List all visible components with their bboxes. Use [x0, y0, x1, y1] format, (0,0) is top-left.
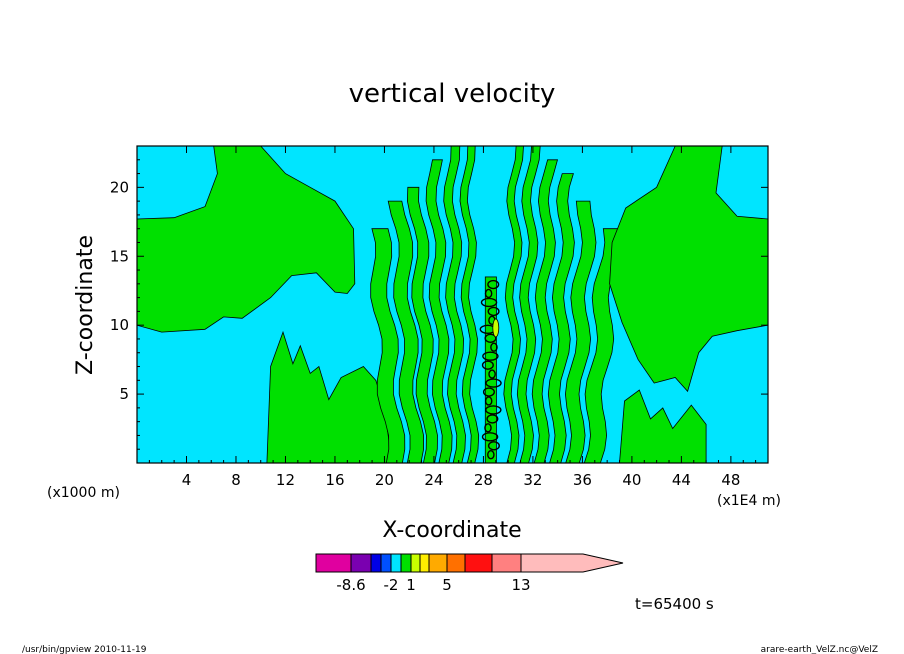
colorbar-bin — [520, 553, 624, 573]
y-tick-label: 15 — [110, 247, 129, 265]
field-streak — [564, 200, 597, 464]
y-tick-label: 10 — [110, 316, 129, 334]
field-core-contour — [488, 369, 496, 379]
x-unit-left: (x1000 m) — [47, 485, 120, 501]
x-tick-label: 48 — [721, 471, 740, 489]
colorbar — [315, 553, 624, 573]
field-region — [619, 389, 707, 464]
colorbar-labels: -8.6 -2 1 5 13 — [336, 576, 530, 594]
plot-frame — [136, 145, 769, 464]
plot-area — [136, 145, 769, 464]
chart-title: vertical velocity — [349, 79, 556, 109]
field-core-contour — [486, 414, 499, 424]
field-core-contour — [484, 423, 492, 433]
y-tick-label: 5 — [119, 385, 129, 403]
field-core-contour — [487, 441, 500, 451]
colorbar-bin — [428, 553, 448, 573]
field-streak — [547, 173, 575, 464]
field-core-contour — [482, 387, 495, 397]
y-axis: 5 10 15 20 — [110, 159, 768, 450]
field-core-contour — [487, 279, 500, 290]
colorbar-bin — [390, 553, 402, 573]
x-axis: 4 8 12 16 20 24 28 32 36 40 44 48 — [148, 146, 757, 489]
field-streak — [387, 200, 424, 464]
colorbar-label: -8.6 — [336, 576, 365, 594]
field-streak — [370, 228, 406, 464]
x-tick-label: 16 — [325, 471, 344, 489]
field-core-contour — [485, 378, 502, 388]
field-streak — [531, 159, 559, 464]
y-axis-label: Z-coordinate — [73, 235, 98, 375]
field-core-contour — [484, 333, 497, 343]
field-core-max — [492, 318, 500, 338]
x-unit-right: (x1E4 m) — [717, 493, 781, 509]
colorbar-label: 5 — [442, 576, 452, 594]
field-core-contour — [487, 306, 500, 317]
time-label: t=65400 s — [635, 595, 714, 613]
x-axis-label: X-coordinate — [382, 518, 521, 543]
footer-right: arare-earth_VelZ.nc@VelZ — [761, 645, 878, 654]
x-tick-label: 32 — [523, 471, 542, 489]
field-streak — [425, 159, 453, 464]
velocity-field — [136, 145, 769, 464]
x-tick-label: 40 — [622, 471, 641, 489]
colorbar-bin — [400, 553, 412, 573]
colorbar-label: 13 — [511, 576, 530, 594]
x-tick-label: 24 — [424, 471, 443, 489]
field-region — [136, 145, 356, 333]
field-core-contour — [481, 432, 499, 442]
x-tick-label: 20 — [375, 471, 394, 489]
colorbar-bin — [464, 553, 493, 573]
field-core-contour — [484, 288, 493, 299]
colorbar-bin — [370, 553, 382, 573]
field-core-contour — [487, 450, 495, 460]
x-tick-label: 4 — [182, 471, 192, 489]
y-tick-label: 20 — [110, 178, 129, 196]
field-core-contour — [482, 351, 499, 361]
x-tick-label: 8 — [231, 471, 241, 489]
colorbar-label: 1 — [406, 576, 416, 594]
colorbar-bin — [410, 553, 421, 573]
field-core-contour — [480, 297, 498, 308]
x-tick-label: 12 — [276, 471, 295, 489]
x-tick-label: 44 — [672, 471, 691, 489]
field-core-contour — [484, 396, 493, 406]
colorbar-bin — [491, 553, 522, 573]
footer-left: /usr/bin/gpview 2010-11-19 — [22, 645, 147, 654]
x-tick-label: 28 — [474, 471, 493, 489]
colorbar-bin — [380, 553, 392, 573]
x-tick-label: 36 — [573, 471, 592, 489]
colorbar-label: -2 — [384, 576, 399, 594]
field-core-contour — [485, 405, 502, 415]
field-core-contour — [490, 342, 498, 352]
colorbar-bin — [350, 553, 372, 573]
field-core-contour — [481, 360, 494, 370]
colorbar-bin — [419, 553, 430, 573]
field-streak — [406, 186, 438, 464]
colorbar-bin — [315, 553, 352, 573]
colorbar-bin — [446, 553, 466, 573]
